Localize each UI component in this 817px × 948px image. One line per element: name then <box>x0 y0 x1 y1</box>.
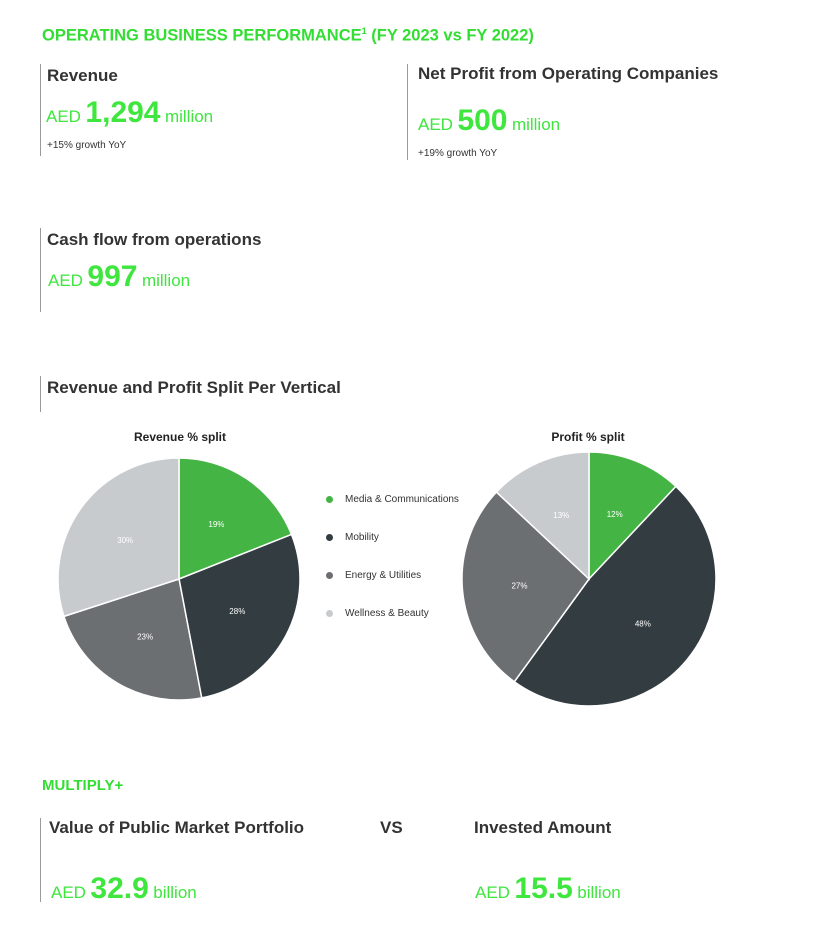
cash-flow-amount: 997 <box>87 260 138 293</box>
net-profit-currency: AED <box>418 115 453 134</box>
net-profit-value: AED 500 million <box>418 104 560 138</box>
legend-label: Energy & Utilities <box>345 570 422 581</box>
invested-unit: billion <box>577 883 621 902</box>
revenue-slice-wellness-and-beauty <box>57 457 180 618</box>
title-footnote: 1 <box>361 26 367 36</box>
invested-currency: AED <box>475 883 510 902</box>
revenue-currency: AED <box>46 107 81 126</box>
revenue-label-energy-and-utilities: 23% <box>137 632 153 641</box>
legend-label: Mobility <box>345 532 379 543</box>
cash-flow-value: AED 997 million <box>48 260 190 294</box>
legend-item-mobility: Mobility <box>326 532 379 543</box>
split-section-title: Revenue and Profit Split Per Vertical <box>47 378 341 397</box>
revenue-slice-mobility <box>178 533 301 699</box>
divider <box>40 818 41 902</box>
revenue-slice-energy-and-utilities <box>62 578 203 701</box>
net-profit-label: Net Profit from Operating Companies <box>418 64 719 83</box>
revenue-slice-media-and-communications <box>178 457 293 581</box>
revenue-unit: million <box>164 107 214 126</box>
invested-amount: 15.5 <box>514 872 573 905</box>
revenue-growth: +15% growth YoY <box>47 140 127 151</box>
pie-charts: 19% 28% 23% 30% 12% 48% 27% 13% <box>57 451 717 707</box>
invested-value: AED 15.5 billion <box>475 872 621 906</box>
revenue-label: Revenue <box>47 66 118 85</box>
revenue-value: AED 1,294 million <box>46 96 213 130</box>
divider <box>40 64 41 156</box>
cash-flow-label: Cash flow from operations <box>47 230 262 249</box>
multiply-title: MULTIPLY+ <box>42 777 124 794</box>
divider <box>40 376 41 412</box>
profit-pie-chart: 12% 48% 27% 13% <box>461 451 717 707</box>
invested-label: Invested Amount <box>474 818 612 837</box>
net-profit-amount: 500 <box>457 104 508 137</box>
profit-chart-title: Profit % split <box>551 430 625 444</box>
portfolio-amount: 32.9 <box>90 872 149 905</box>
revenue-chart-title: Revenue % split <box>133 430 227 444</box>
legend-label: Wellness & Beauty <box>345 608 429 619</box>
profit-slice-media-and-communications <box>588 451 677 581</box>
profit-label-energy-and-utilities: 27% <box>511 582 527 591</box>
cash-flow-currency: AED <box>48 271 83 290</box>
revenue-label-mobility: 28% <box>229 607 245 616</box>
revenue-label-wellness-and-beauty: 30% <box>117 536 133 545</box>
profit-label-media-and-communications: 12% <box>607 510 623 519</box>
profit-slice-mobility <box>513 485 717 707</box>
profit-label-wellness-and-beauty: 13% <box>553 511 569 520</box>
net-profit-unit: million <box>511 115 561 134</box>
revenue-amount: 1,294 <box>85 96 161 129</box>
revenue-label-media-and-communications: 19% <box>208 520 224 529</box>
profit-slice-wellness-and-beauty <box>495 451 590 581</box>
divider <box>407 64 408 160</box>
page-title: OPERATING BUSINESS PERFORMANCE1 (FY 2023… <box>42 26 534 45</box>
cash-flow-unit: million <box>141 271 191 290</box>
profit-label-mobility: 48% <box>635 620 651 629</box>
legend-item-wellness-and-beauty: Wellness & Beauty <box>326 608 429 619</box>
legend-label: Media & Communications <box>345 494 459 505</box>
legend-item-energy-and-utilities: Energy & Utilities <box>326 570 421 581</box>
revenue-pie-chart: 19% 28% 23% 30% <box>57 457 301 701</box>
vs-label: VS <box>380 818 403 837</box>
legend-swatch <box>326 495 333 503</box>
portfolio-label: Value of Public Market Portfolio <box>49 818 305 837</box>
portfolio-value: AED 32.9 billion <box>51 872 197 906</box>
portfolio-currency: AED <box>51 883 86 902</box>
legend-swatch <box>326 533 333 541</box>
legend-swatch <box>326 609 333 617</box>
legend-item-media-and-communications: Media & Communications <box>326 494 459 505</box>
profit-slice-energy-and-utilities <box>461 491 590 683</box>
net-profit-growth: +19% growth YoY <box>418 148 498 159</box>
portfolio-unit: billion <box>153 883 197 902</box>
legend-swatch <box>326 571 333 579</box>
divider <box>40 228 41 312</box>
